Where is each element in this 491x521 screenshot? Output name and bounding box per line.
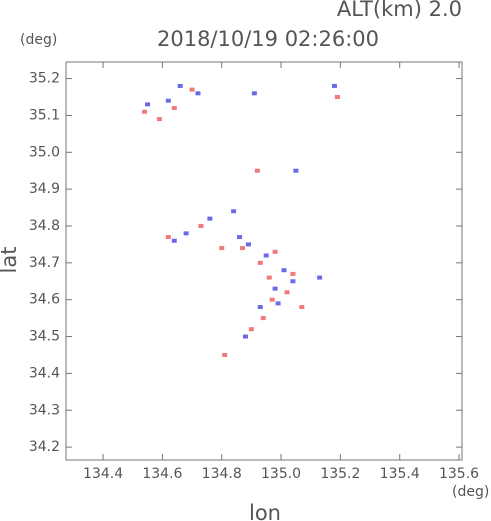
x-tick-label: 134.8 [202,466,242,482]
y-tick-label: 34.5 [29,329,60,345]
y-tick-label: 35.0 [29,144,60,160]
echo-point [145,102,151,107]
echo-point [293,168,299,173]
x-tick-label: 135.2 [320,466,360,482]
y-tick-label: 34.2 [29,439,60,455]
echo-point [177,83,183,88]
x-tick-label: 134.4 [83,466,123,482]
echo-point [263,253,269,258]
y-axis-label: lat [0,247,21,274]
y-tick-label: 34.7 [29,255,60,271]
echo-point [251,91,257,96]
echo-point [281,268,287,273]
echo-point [165,235,171,240]
chart-title: 2018/10/19 02:26:00 [157,27,379,51]
echo-point [299,305,305,310]
chart-subtitle: ALT(km) 2.0 [337,0,462,21]
x-tick-label: 135.4 [380,466,420,482]
echo-point [317,275,323,280]
y-tick-label: 35.2 [29,71,60,87]
echo-point [260,316,266,321]
y-tick-label: 34.9 [29,181,60,197]
x-tick-label: 135.0 [261,466,301,482]
echo-point [269,297,275,302]
echo-point [334,95,340,100]
echo-point [231,209,237,214]
echo-point [239,246,245,251]
y-tick-label: 34.3 [29,402,60,418]
echo-point [257,305,263,310]
y-tick-label: 34.6 [29,292,60,308]
echo-point [156,117,162,122]
echo-point [331,83,337,88]
echo-point [266,275,272,280]
echo-point [272,249,278,254]
echo-point [219,246,225,251]
echo-point [257,260,263,265]
plot-frame [65,61,463,461]
x-tick-label: 134.6 [142,466,182,482]
echo-point [272,286,278,291]
echo-point [275,301,281,306]
echo-point [142,109,148,114]
echo-point [245,242,251,247]
echo-point [290,279,296,284]
echo-point [290,271,296,276]
x-unit: (deg) [452,484,489,500]
x-tick-label: 135.6 [439,466,479,482]
y-tick-label: 35.1 [29,107,60,123]
echo-point [248,327,254,332]
y-tick-label: 34.8 [29,218,60,234]
echo-point [242,334,248,339]
echo-point [171,106,177,111]
echo-point [183,231,189,236]
echo-point [207,216,213,221]
echo-point [165,98,171,103]
echo-point [195,91,201,96]
echo-point [237,235,243,240]
echo-point [222,352,228,357]
x-axis-label: lon [249,501,281,521]
echo-point [254,168,260,173]
y-tick-label: 34.4 [29,365,60,381]
echo-point [171,238,177,243]
echo-point [198,223,204,228]
echo-point [284,290,290,295]
echo-point [189,87,195,92]
y-unit: (deg) [20,32,57,48]
